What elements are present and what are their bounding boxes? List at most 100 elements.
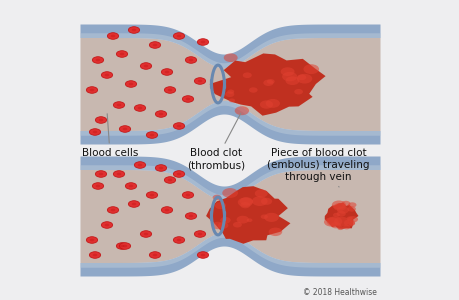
Ellipse shape	[197, 39, 208, 45]
Ellipse shape	[333, 203, 345, 211]
Ellipse shape	[194, 231, 205, 237]
Ellipse shape	[347, 206, 355, 212]
Ellipse shape	[113, 102, 124, 108]
Ellipse shape	[128, 27, 140, 33]
Ellipse shape	[220, 217, 230, 224]
Ellipse shape	[111, 209, 115, 211]
Ellipse shape	[265, 99, 280, 108]
Ellipse shape	[232, 222, 241, 227]
Ellipse shape	[95, 59, 100, 61]
Ellipse shape	[239, 197, 252, 206]
Ellipse shape	[149, 252, 160, 258]
Ellipse shape	[152, 254, 157, 256]
Ellipse shape	[263, 213, 278, 222]
Ellipse shape	[185, 98, 190, 100]
Ellipse shape	[155, 111, 166, 117]
Ellipse shape	[173, 33, 185, 39]
Ellipse shape	[99, 173, 103, 175]
Text: Blood clot
(thrombus): Blood clot (thrombus)	[187, 113, 245, 170]
Ellipse shape	[252, 196, 267, 206]
Ellipse shape	[281, 72, 297, 81]
Ellipse shape	[176, 173, 181, 175]
Ellipse shape	[119, 243, 130, 249]
Ellipse shape	[90, 89, 94, 91]
Ellipse shape	[194, 78, 205, 84]
Ellipse shape	[143, 65, 148, 67]
Ellipse shape	[99, 119, 103, 121]
Ellipse shape	[173, 123, 185, 129]
Ellipse shape	[296, 74, 312, 84]
Ellipse shape	[113, 171, 124, 177]
Ellipse shape	[236, 216, 248, 224]
Ellipse shape	[248, 87, 257, 93]
Ellipse shape	[343, 219, 354, 226]
Ellipse shape	[95, 171, 106, 177]
Ellipse shape	[93, 254, 97, 256]
Ellipse shape	[140, 231, 151, 237]
Ellipse shape	[119, 245, 124, 247]
Ellipse shape	[119, 53, 124, 55]
Ellipse shape	[211, 222, 224, 229]
Ellipse shape	[149, 194, 154, 196]
Ellipse shape	[188, 215, 193, 217]
Ellipse shape	[119, 126, 130, 132]
Ellipse shape	[266, 79, 274, 84]
Ellipse shape	[111, 35, 115, 37]
Ellipse shape	[117, 173, 121, 175]
Polygon shape	[209, 53, 325, 116]
Ellipse shape	[330, 222, 340, 228]
Ellipse shape	[176, 35, 181, 37]
Ellipse shape	[161, 207, 172, 213]
Ellipse shape	[260, 214, 267, 219]
Ellipse shape	[173, 171, 185, 177]
Ellipse shape	[95, 117, 106, 123]
Ellipse shape	[92, 183, 103, 189]
Ellipse shape	[303, 64, 319, 74]
Ellipse shape	[134, 162, 146, 168]
Ellipse shape	[95, 185, 100, 187]
Ellipse shape	[164, 87, 175, 93]
Ellipse shape	[326, 217, 341, 226]
Ellipse shape	[158, 113, 163, 115]
Text: Piece of blood clot
(embolus) traveling
through vein: Piece of blood clot (embolus) traveling …	[267, 148, 369, 187]
Ellipse shape	[164, 177, 175, 183]
Ellipse shape	[123, 245, 127, 247]
Ellipse shape	[260, 198, 272, 205]
Ellipse shape	[224, 91, 234, 97]
Ellipse shape	[128, 201, 140, 207]
Ellipse shape	[227, 89, 234, 94]
Ellipse shape	[129, 83, 133, 85]
Ellipse shape	[197, 252, 208, 258]
Ellipse shape	[143, 233, 148, 235]
Ellipse shape	[107, 33, 118, 39]
Ellipse shape	[89, 252, 101, 258]
Ellipse shape	[347, 216, 357, 223]
Ellipse shape	[116, 243, 128, 249]
Ellipse shape	[131, 203, 136, 205]
Ellipse shape	[182, 192, 193, 198]
Ellipse shape	[242, 72, 251, 78]
Ellipse shape	[164, 71, 169, 73]
Ellipse shape	[89, 129, 101, 135]
Ellipse shape	[134, 105, 146, 111]
Ellipse shape	[237, 197, 252, 207]
Ellipse shape	[129, 185, 133, 187]
Ellipse shape	[294, 89, 302, 94]
Ellipse shape	[222, 188, 237, 198]
Ellipse shape	[234, 106, 248, 115]
Ellipse shape	[228, 98, 235, 102]
Ellipse shape	[140, 63, 151, 69]
Ellipse shape	[158, 167, 163, 169]
Ellipse shape	[116, 51, 128, 57]
Ellipse shape	[125, 183, 136, 189]
Text: Blood cells: Blood cells	[82, 114, 138, 158]
Polygon shape	[206, 186, 290, 244]
Ellipse shape	[323, 218, 338, 226]
Ellipse shape	[240, 202, 250, 208]
Ellipse shape	[125, 81, 136, 87]
Ellipse shape	[176, 125, 181, 127]
Polygon shape	[324, 203, 358, 229]
Ellipse shape	[161, 69, 172, 75]
Ellipse shape	[200, 254, 205, 256]
Ellipse shape	[223, 53, 237, 62]
